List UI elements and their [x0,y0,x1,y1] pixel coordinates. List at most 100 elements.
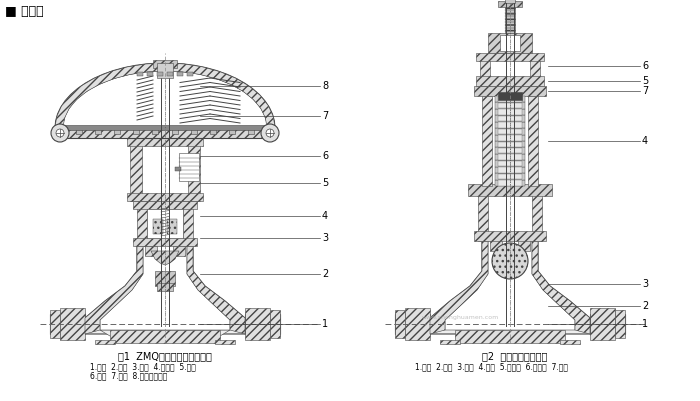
Bar [480,56,490,86]
Bar [455,330,565,343]
Bar [498,129,522,134]
Polygon shape [245,308,270,340]
Bar [95,128,101,134]
Bar [498,122,522,128]
Polygon shape [60,308,85,340]
Text: 5: 5 [322,178,328,188]
Bar [127,193,203,201]
Bar [147,72,153,76]
Bar [127,138,203,146]
Text: 1.阀体  2.阀座  3.阀芯  4.阀杆  5.波纹管  6.上阀盖  7.填料: 1.阀体 2.阀座 3.阀芯 4.阀杆 5.波纹管 6.上阀盖 7.填料 [415,362,568,371]
Bar [482,96,492,186]
Circle shape [56,129,64,137]
Circle shape [261,124,279,142]
Bar [153,128,158,134]
Bar [528,96,538,186]
Polygon shape [440,340,460,344]
Text: 图2  波纹管密封切断阀: 图2 波纹管密封切断阀 [482,351,547,361]
Bar [474,231,546,241]
Bar [248,128,254,134]
Bar [172,128,178,134]
Polygon shape [187,246,245,334]
Polygon shape [590,314,625,334]
Polygon shape [165,63,275,128]
Polygon shape [55,63,165,128]
Text: 1: 1 [642,319,648,329]
Bar [137,72,143,76]
Polygon shape [100,246,230,330]
Bar [145,246,185,256]
Bar [495,128,525,135]
Polygon shape [445,241,575,330]
Circle shape [492,243,528,279]
Text: 3: 3 [322,233,328,243]
Bar [157,245,173,253]
Bar [153,60,177,68]
Bar [498,1,522,7]
Bar [267,128,273,134]
Polygon shape [405,308,430,340]
Text: 7: 7 [322,111,328,121]
Text: ■ 结构图: ■ 结构图 [5,5,43,18]
Text: 图1  ZMQ气动薄膜单座切断阀: 图1 ZMQ气动薄膜单座切断阀 [118,351,212,361]
Text: 4: 4 [322,211,328,221]
Bar [498,116,522,121]
Bar [498,135,522,140]
Text: www.shenghuamen.com: www.shenghuamen.com [421,316,498,320]
Bar [498,109,522,115]
Bar [500,35,520,51]
Bar [495,148,525,154]
Bar [505,0,515,3]
Polygon shape [151,251,179,265]
Text: 6: 6 [322,151,328,161]
Bar [55,128,275,138]
Text: 8: 8 [322,81,328,91]
Bar [495,96,525,102]
Bar [177,72,183,76]
Bar [495,160,525,167]
Bar [495,154,525,160]
Circle shape [266,129,274,137]
Polygon shape [532,241,590,334]
Polygon shape [50,324,85,328]
Polygon shape [63,71,267,128]
Text: 1.阀体  2.阀座  3.阀芯  4.上阀盖  5.填料: 1.阀体 2.阀座 3.阀芯 4.上阀盖 5.填料 [90,362,196,371]
Bar [179,153,199,181]
Polygon shape [55,63,275,128]
Bar [130,141,142,201]
Polygon shape [430,241,488,334]
Bar [137,201,147,246]
Bar [153,219,163,234]
Text: 2: 2 [322,269,328,279]
Bar [175,167,181,171]
Bar [157,72,163,76]
Bar [76,128,82,134]
Bar [134,128,139,134]
Polygon shape [85,246,245,334]
Polygon shape [615,310,625,338]
Bar [495,173,525,180]
Text: 4: 4 [642,136,648,146]
Polygon shape [270,310,280,338]
Text: 3: 3 [642,279,648,289]
Bar [498,148,522,153]
Bar [133,238,197,246]
Bar [498,103,522,108]
Bar [498,161,522,166]
Bar [187,72,193,76]
Text: 6.支架  7.阀杆  8.膜片执行机构: 6.支架 7.阀杆 8.膜片执行机构 [90,371,167,380]
Bar [167,72,173,76]
Bar [498,92,522,100]
Bar [532,186,542,241]
Bar [63,125,267,130]
Bar [502,239,518,248]
Polygon shape [50,314,85,334]
Bar [495,180,525,186]
Polygon shape [590,308,615,340]
Bar [498,174,522,179]
Bar [495,167,525,173]
Polygon shape [245,314,280,334]
Bar [155,271,175,286]
Bar [183,201,193,246]
Bar [188,141,200,201]
